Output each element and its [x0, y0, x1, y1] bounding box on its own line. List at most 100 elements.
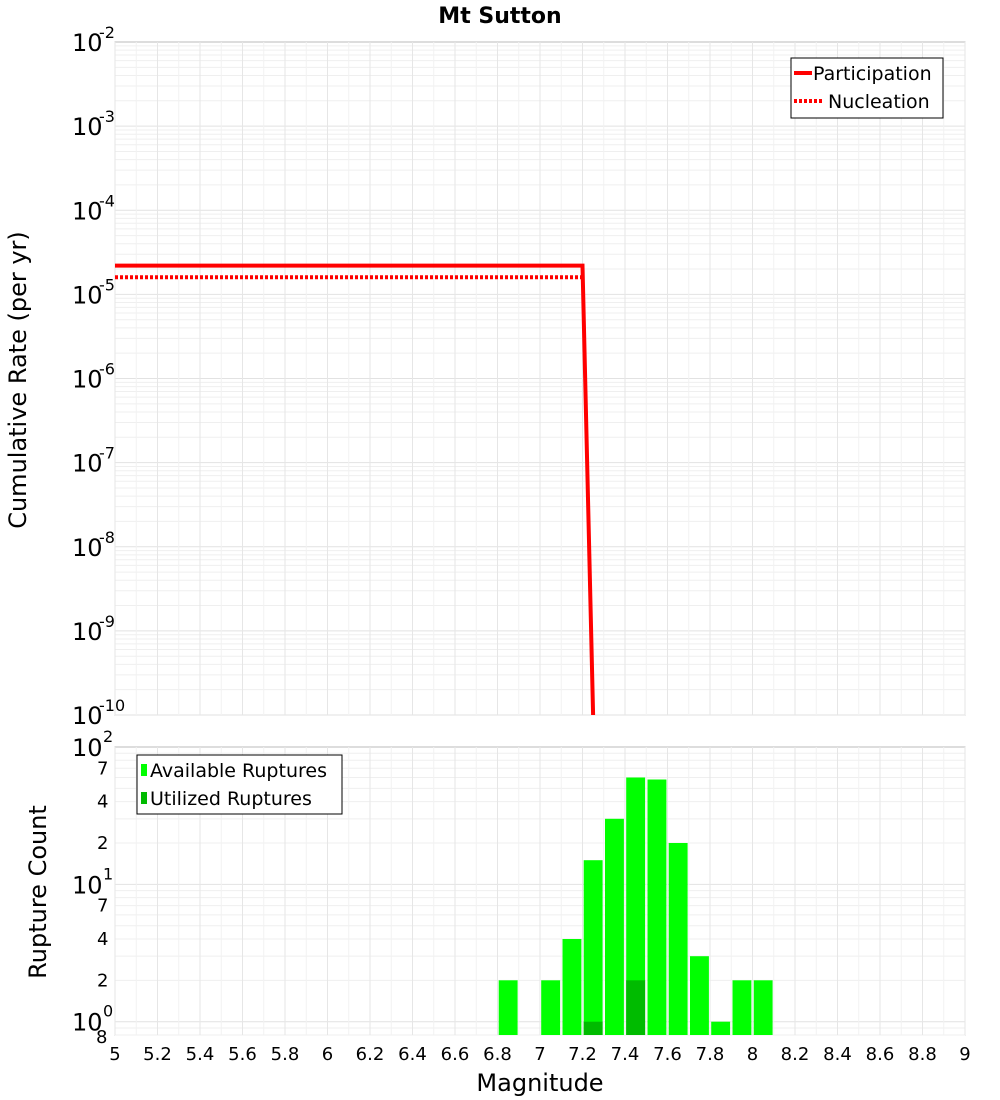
bottom-y-tick-major: 10 1	[72, 864, 113, 899]
bar-available	[605, 818, 624, 1035]
top-y-tick: 10-9	[72, 612, 115, 646]
chart-title: Mt Sutton	[438, 4, 561, 29]
x-tick-label: 5.4	[186, 1044, 215, 1065]
top-y-tick-base: 10	[72, 29, 103, 57]
bottom-y-tick-minor: 2	[97, 833, 108, 854]
bottom-y-tick-base: 10	[72, 1009, 103, 1037]
top-y-tick-exp: -10	[99, 696, 125, 715]
top-y-tick-base: 10	[72, 702, 103, 730]
bottom-bars	[498, 777, 773, 1035]
top-y-tick-exp: -9	[99, 612, 115, 631]
x-tick-label: 5.6	[228, 1044, 257, 1065]
bar-available	[647, 779, 667, 1035]
top-y-tick-base: 10	[72, 450, 103, 478]
x-tick-label: 6.6	[441, 1044, 470, 1065]
x-tick-label: 9	[959, 1044, 970, 1065]
top-y-tick-base: 10	[72, 534, 103, 562]
x-tick-label: 5.8	[271, 1044, 300, 1065]
bar-available	[541, 980, 561, 1035]
legend-swatch-available	[141, 764, 147, 776]
bar-available	[690, 956, 709, 1035]
x-tick-label: 7.8	[696, 1044, 725, 1065]
top-y-tick: 10-4	[72, 191, 115, 225]
top-y-tick: 10-3	[72, 107, 115, 141]
top-y-tick-base: 10	[72, 197, 103, 225]
legend-label-utilized: Utilized Ruptures	[150, 788, 312, 810]
x-tick-label: 8	[747, 1044, 758, 1065]
bottom-y-tick-minor: 4	[97, 792, 108, 813]
bar-available	[626, 777, 646, 1035]
top-y-tick-base: 10	[72, 281, 103, 309]
bottom-y-tick-major: 10 2	[72, 727, 113, 762]
bar-utilized	[583, 1021, 603, 1035]
bottom-y-tick-minor: 4	[97, 929, 108, 950]
x-tick-label: 6.4	[398, 1044, 427, 1065]
x-tick-label: 5	[109, 1044, 120, 1065]
bar-available	[668, 843, 688, 1035]
bottom-y-tick-minor: 7	[97, 758, 108, 779]
x-tick-label: 7	[534, 1044, 545, 1065]
bottom-legend-box	[136, 754, 343, 815]
bottom-legend: Available Ruptures Utilized Ruptures	[136, 754, 343, 815]
bottom-y-tick-minor: 7	[97, 896, 108, 917]
x-tick-label: 6	[322, 1044, 333, 1065]
top-legend-box	[790, 57, 944, 119]
legend-label-available: Available Ruptures	[150, 760, 327, 782]
top-y-tick-base: 10	[72, 113, 103, 141]
top-y-tick: 10-8	[72, 528, 115, 562]
bar-available	[711, 1021, 731, 1035]
bottom-y-tick-exp: 1	[103, 864, 113, 883]
top-y-tick-exp: -2	[99, 23, 115, 42]
bar-available	[498, 980, 518, 1035]
top-grid	[114, 42, 966, 716]
x-tick-label: 8.2	[781, 1044, 810, 1065]
top-y-tick: 10-7	[72, 444, 115, 478]
x-tick-label: 6.2	[356, 1044, 385, 1065]
bottom-y-tick-exp: 0	[103, 1002, 113, 1021]
bottom-y-axis-label: Rupture Count	[24, 805, 52, 979]
top-y-axis-label: Cumulative Rate (per yr)	[4, 231, 32, 529]
x-tick-label: 8.6	[866, 1044, 895, 1065]
bottom-y-tick-minor: 8	[96, 1027, 107, 1048]
top-y-tick-exp: -6	[99, 360, 115, 379]
bottom-y-tick-base: 10	[72, 871, 103, 899]
x-tick-label: 5.2	[143, 1044, 172, 1065]
top-y-tick-exp: -5	[99, 275, 115, 294]
top-y-tick: 10-10	[72, 696, 125, 730]
x-tick-label: 8.8	[908, 1044, 937, 1065]
x-axis-label: Magnitude	[476, 1069, 603, 1097]
top-y-tick-exp: -4	[99, 191, 115, 210]
bar-available	[732, 980, 752, 1035]
series-line-participation	[115, 263, 596, 716]
x-tick-label: 7.2	[568, 1044, 597, 1065]
top-y-tick-exp: -3	[99, 107, 115, 126]
top-series	[115, 263, 596, 716]
bar-available	[753, 980, 773, 1035]
top-y-tick: 10-2	[72, 23, 115, 57]
top-y-tick-base: 10	[72, 366, 103, 394]
x-axis-ticks: 5 5.2 5.4 5.6 5.8 6 6.2 6.4 6.6 6.8 7 7.2 7.4 7.6 7.8 8…	[109, 1044, 970, 1065]
bottom-y-tick-exp: 2	[103, 727, 113, 746]
top-y-tick-exp: -7	[99, 444, 115, 463]
x-tick-label: 7.6	[653, 1044, 682, 1065]
bottom-y-tick-major: 10 0	[72, 1002, 113, 1037]
bottom-y-tick-minor: 2	[97, 970, 108, 991]
legend-label-nucleation: Nucleation	[828, 91, 930, 113]
x-tick-label: 8.4	[823, 1044, 852, 1065]
top-y-tick-base: 10	[72, 618, 103, 646]
bar-available	[562, 939, 582, 1035]
x-tick-label: 6.8	[483, 1044, 512, 1065]
legend-swatch-utilized	[141, 792, 147, 804]
top-y-tick: 10-5	[72, 275, 115, 309]
top-legend: Participation Nucleation	[790, 57, 944, 119]
legend-label-participation: Participation	[813, 63, 932, 85]
bar-available	[583, 860, 603, 1035]
top-y-tick: 10-6	[72, 360, 115, 394]
bar-utilized	[626, 980, 646, 1035]
x-tick-label: 7.4	[611, 1044, 640, 1065]
top-y-tick-exp: -8	[99, 528, 115, 547]
